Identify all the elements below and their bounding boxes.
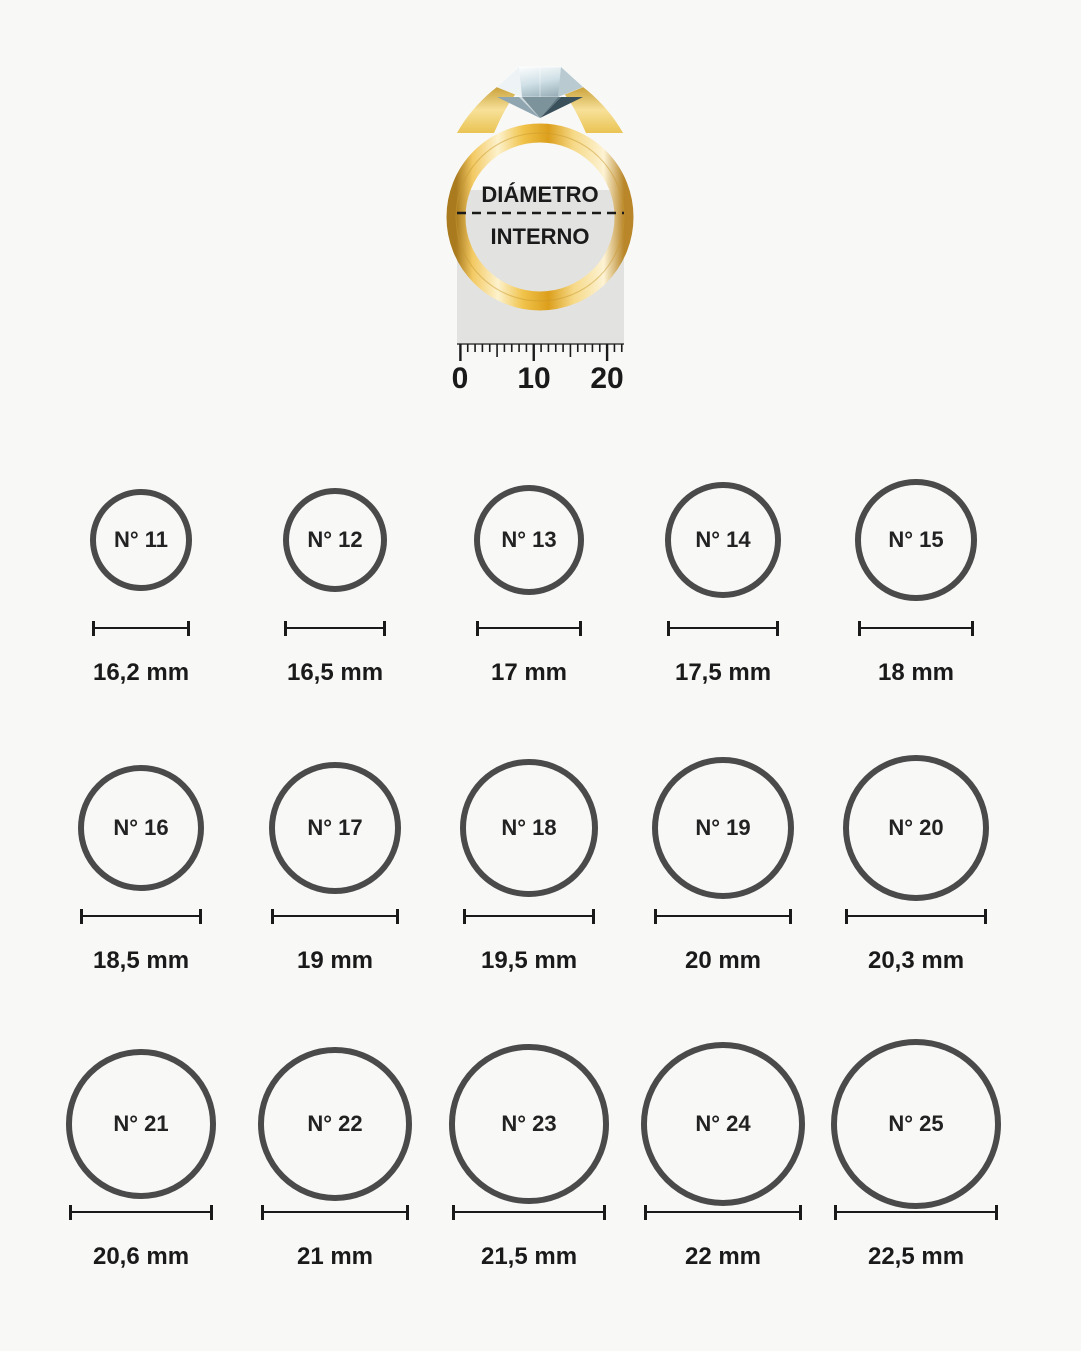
svg-text:0: 0 [452,362,469,395]
svg-text:DIÁMETRO: DIÁMETRO [481,182,598,207]
svg-text:INTERNO: INTERNO [491,224,590,249]
svg-text:20: 20 [590,362,623,395]
svg-text:10: 10 [517,362,550,395]
